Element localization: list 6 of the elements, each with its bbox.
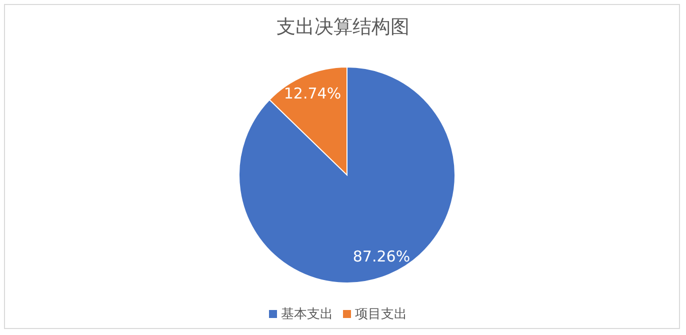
legend-label: 基本支出 bbox=[281, 307, 333, 322]
pie-slice bbox=[238, 66, 456, 284]
legend-label: 项目支出 bbox=[355, 307, 407, 322]
data-label: 12.74% bbox=[284, 84, 342, 102]
chart-title: 支出决算结构图 bbox=[276, 15, 410, 40]
data-label: 87.26% bbox=[352, 248, 410, 266]
